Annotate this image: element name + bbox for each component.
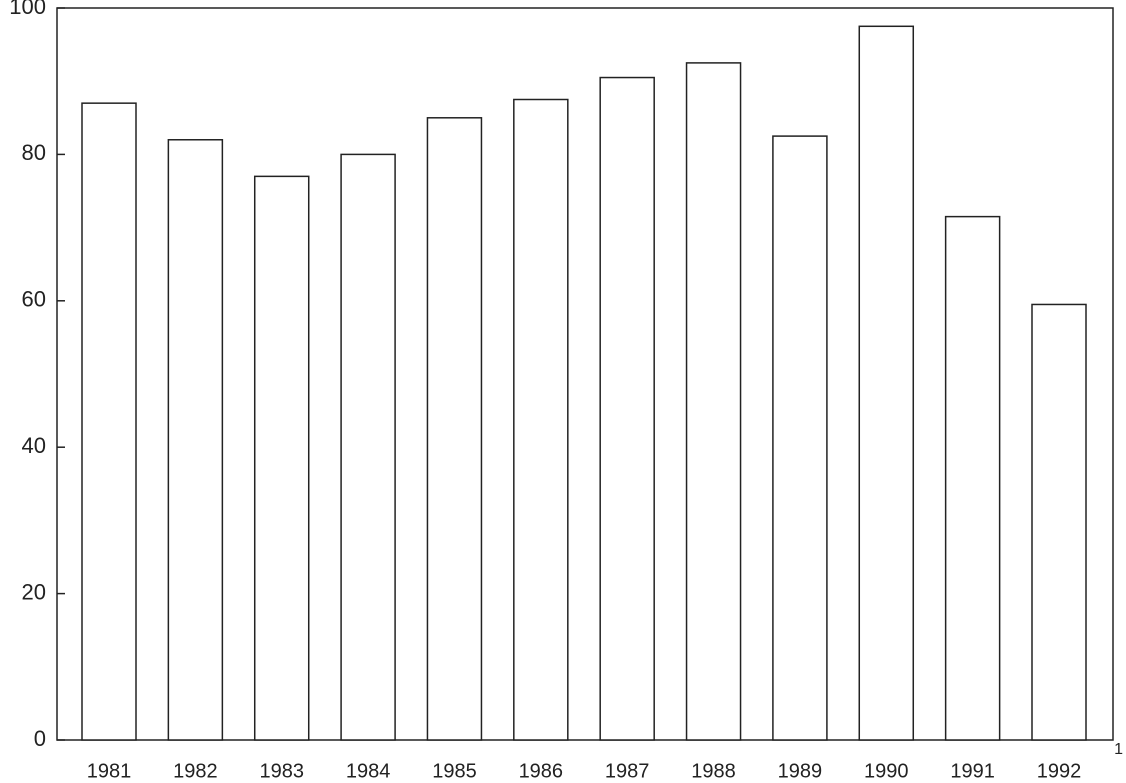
- x-tick-label: 1981: [87, 760, 132, 782]
- y-tick-label: 60: [22, 287, 46, 312]
- bar: [772, 135, 828, 741]
- x-tick-label: 1984: [346, 760, 391, 782]
- bar: [599, 76, 655, 741]
- x-tick-label: 1985: [432, 760, 477, 782]
- bar: [253, 175, 310, 741]
- bar: [1031, 303, 1087, 741]
- x-tick-label: 1983: [259, 760, 304, 782]
- bar: [81, 102, 137, 741]
- y-tick-label: 100: [9, 0, 46, 19]
- bar: [167, 139, 224, 741]
- x-tick-label: 1982: [173, 760, 218, 782]
- bar: [426, 117, 483, 741]
- x-tick-label: 1990: [864, 760, 909, 782]
- y-tick-label: 80: [22, 140, 46, 165]
- x-tick-label: 1989: [778, 760, 823, 782]
- bar: [685, 62, 742, 741]
- x-tick-label: 1992: [1037, 760, 1082, 782]
- y-tick-label: 20: [22, 579, 46, 604]
- y-tick-label: 0: [34, 726, 46, 751]
- bar: [513, 98, 569, 741]
- x-tick-label: 1986: [519, 760, 564, 782]
- bar: [944, 215, 1001, 741]
- bar: [858, 25, 915, 741]
- bar: [340, 153, 396, 741]
- x-tick-label: 1991: [950, 760, 995, 782]
- plot-frame: [56, 7, 1114, 741]
- x-tick-label: 1988: [691, 760, 736, 782]
- annotation: 1: [1114, 741, 1123, 758]
- y-tick-label: 40: [22, 433, 46, 458]
- x-tick-label: 1987: [605, 760, 650, 782]
